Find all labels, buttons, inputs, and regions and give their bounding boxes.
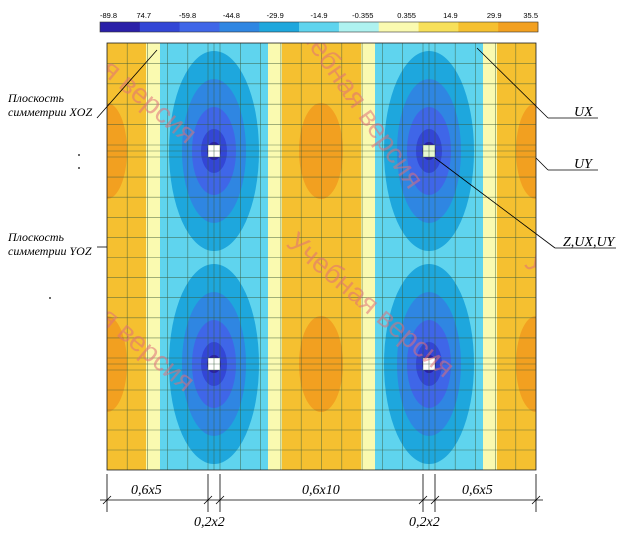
- label-yoz-line2: симметрии YOZ: [8, 244, 92, 258]
- dimension-line: 0,6x5 0,2x2 0,6x10 0,2x2 0,6x5: [100, 474, 543, 530]
- fe-mesh-grid: [107, 43, 536, 470]
- legend-tick-label: -89.8: [100, 11, 117, 20]
- legend-tick-label: -0.355: [352, 11, 373, 20]
- marker-dots: [49, 154, 80, 299]
- label-z-ux-uy: Z,UX,UY: [563, 235, 617, 250]
- legend-swatch: [219, 22, 260, 32]
- legend-tick-label: -59.8: [179, 11, 196, 20]
- legend-swatch: [498, 22, 539, 32]
- legend-swatch: [299, 22, 340, 32]
- label-yoz-line1: Плоскость: [7, 230, 65, 244]
- legend-tick-label: 14.9: [443, 11, 458, 20]
- legend-tick-labels: -89.8 74.7 -59.8 -44.8 -29.9 -14.9 -0.355 0.355…: [100, 11, 538, 20]
- legend-tick-label: 74.7: [136, 11, 151, 20]
- legend-tick-label: -29.9: [267, 11, 284, 20]
- legend-swatch: [458, 22, 499, 32]
- color-legend: -89.8 74.7 -59.8 -44.8 -29.9 -14.9 -0.355 0.355…: [99, 11, 539, 33]
- dim-seg4: 0,2x2: [409, 515, 440, 530]
- legend-tick-label: -44.8: [223, 11, 240, 20]
- legend-tick-label: 29.9: [487, 11, 502, 20]
- legend-swatch: [179, 22, 220, 32]
- label-ux: UX: [574, 105, 593, 120]
- legend-swatch: [378, 22, 419, 32]
- legend-tick-label: -14.9: [310, 11, 327, 20]
- label-uy: UY: [574, 157, 594, 172]
- legend-swatch: [100, 22, 141, 32]
- label-xoz-line1: Плоскость: [7, 91, 65, 105]
- legend-swatch: [418, 22, 459, 32]
- legend-swatch: [139, 22, 180, 32]
- legend-border: [99, 21, 539, 33]
- legend-swatches: [99, 21, 539, 33]
- leader-lines: [96, 47, 616, 249]
- dim-seg1: 0,6x5: [131, 483, 162, 498]
- dim-seg2: 0,2x2: [194, 515, 225, 530]
- contour-plot: Учебная версия Учебная версия я версия я…: [107, 43, 536, 470]
- legend-tick-label: 35.5: [523, 11, 538, 20]
- dim-seg5: 0,6x5: [462, 483, 493, 498]
- legend-swatch: [259, 22, 300, 32]
- label-xoz-line2: симметрии XOZ: [8, 105, 92, 119]
- plot-border: [106, 42, 537, 471]
- legend-tick-label: 0.355: [397, 11, 416, 20]
- legend-swatch: [338, 22, 380, 32]
- dim-seg3: 0,6x10: [302, 483, 340, 498]
